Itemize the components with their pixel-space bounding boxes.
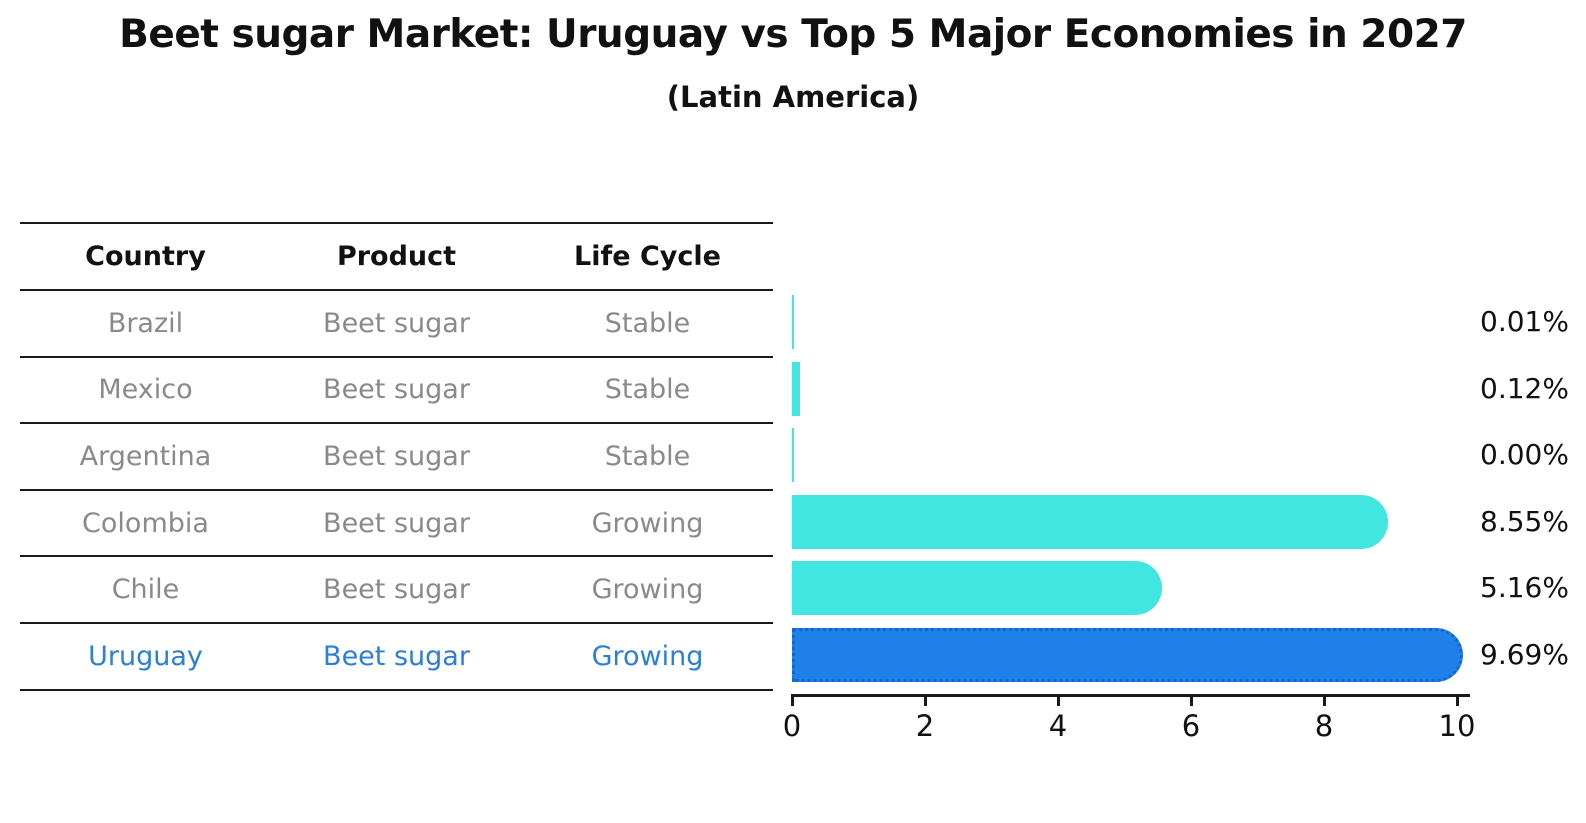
x-axis-tick-label-6: 6 — [1181, 709, 1201, 743]
value-label-argentina: 0.00% — [1480, 438, 1569, 472]
bar-argentina — [792, 428, 794, 483]
cell-life-cycle: Stable — [604, 374, 691, 406]
bar-row-colombia — [792, 489, 1492, 556]
bar-plot: 0 2 4 6 8 10 — [783, 289, 1492, 769]
x-axis-tick-2 — [924, 697, 927, 706]
x-axis-tick-label-2: 2 — [915, 709, 935, 743]
x-axis-tick-10 — [1456, 697, 1459, 706]
x-axis-tick-4 — [1057, 697, 1060, 706]
x-axis-tick-label-4: 4 — [1048, 709, 1068, 743]
x-axis-tick-0 — [791, 697, 794, 706]
table-header-row: Country Product Life Cycle — [20, 224, 773, 291]
table-body: Brazil Beet sugar Stable Mexico Beet sugar St… — [20, 291, 773, 691]
cell-product: Beet sugar — [323, 440, 470, 472]
cell-life-cycle: Growing — [591, 574, 704, 606]
x-axis-tick-label-10: 10 — [1438, 709, 1476, 743]
cell-product: Beet sugar — [323, 574, 470, 606]
bar-row-chile — [792, 555, 1492, 622]
x-axis-line — [791, 694, 1470, 697]
bar-row-brazil — [792, 289, 1492, 356]
cell-product: Beet sugar — [323, 507, 470, 539]
cell-product: Beet sugar — [323, 307, 470, 339]
data-table: Country Product Life Cycle Brazil Beet su… — [20, 222, 773, 691]
cell-life-cycle: Stable — [604, 307, 691, 339]
table-header-life-cycle: Life Cycle — [574, 241, 721, 272]
bar-row-mexico — [792, 356, 1492, 423]
cell-country: Chile — [111, 574, 180, 606]
value-label-chile: 5.16% — [1480, 571, 1569, 605]
cell-country: Brazil — [107, 307, 184, 339]
x-axis-tick-label-0: 0 — [782, 709, 802, 743]
value-label-brazil: 0.01% — [1480, 305, 1569, 338]
bar-colombia — [792, 494, 1388, 549]
cell-country: Colombia — [82, 507, 209, 539]
bar-mexico — [792, 361, 800, 416]
cell-product: Beet sugar — [323, 374, 470, 406]
value-label-colombia: 8.55% — [1480, 504, 1569, 538]
value-label-uruguay: 9.69% — [1480, 638, 1569, 671]
bar-uruguay — [792, 628, 1464, 682]
cell-life-cycle: Growing — [591, 507, 704, 539]
cell-life-cycle: Growing — [591, 640, 704, 672]
cell-product: Beet sugar — [323, 640, 470, 672]
value-label-mexico: 0.12% — [1480, 371, 1569, 405]
bar-brazil — [792, 295, 794, 349]
table-header-country: Country — [85, 241, 206, 272]
x-axis-tick-6 — [1190, 697, 1193, 706]
cell-life-cycle: Stable — [604, 440, 691, 472]
table-row-argentina: Argentina Beet sugar Stable — [20, 424, 773, 491]
x-axis-tick-label-8: 8 — [1314, 709, 1334, 743]
table-row-brazil: Brazil Beet sugar Stable — [20, 291, 773, 358]
cell-country: Uruguay — [88, 640, 203, 672]
x-axis-tick-8 — [1323, 697, 1326, 706]
bar-row-argentina — [792, 422, 1492, 489]
table-row-chile: Chile Beet sugar Growing — [20, 557, 773, 624]
table-row-mexico: Mexico Beet sugar Stable — [20, 358, 773, 425]
bar-chile — [792, 561, 1163, 616]
table-row-uruguay: Uruguay Beet sugar Growing — [20, 624, 773, 691]
table-header-product: Product — [336, 241, 457, 272]
bar-row-uruguay — [792, 622, 1492, 689]
cell-country: Argentina — [79, 440, 212, 472]
table-row-colombia: Colombia Beet sugar Growing — [20, 491, 773, 558]
chart-title: Beet sugar Market: Uruguay vs Top 5 Majo… — [119, 12, 1467, 57]
cell-country: Mexico — [98, 374, 193, 406]
chart-subtitle: (Latin America) — [666, 80, 920, 114]
